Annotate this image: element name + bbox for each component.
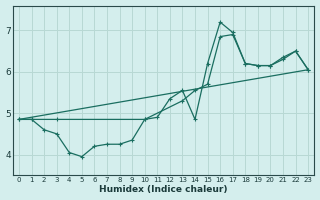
X-axis label: Humidex (Indice chaleur): Humidex (Indice chaleur): [99, 185, 228, 194]
